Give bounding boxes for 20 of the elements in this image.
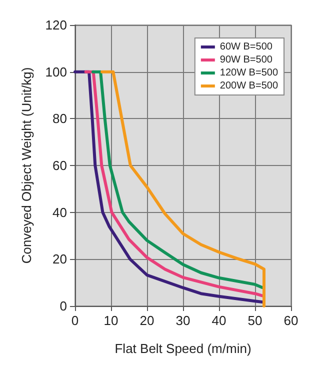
y-tick-label: 80 — [52, 111, 67, 126]
x-tick-label: 30 — [176, 313, 190, 328]
y-axis-title: Conveyed Object Weight (Unit/kg) — [19, 67, 34, 264]
x-tick-label: 20 — [140, 313, 154, 328]
x-tick-label: 0 — [71, 313, 79, 328]
x-tick-label: 50 — [248, 313, 262, 328]
y-tick-label: 60 — [52, 158, 67, 173]
x-axis-title: Flat Belt Speed (m/min) — [114, 341, 252, 356]
x-tick-label: 10 — [104, 313, 118, 328]
y-tick-label: 20 — [52, 252, 67, 267]
x-tick-label: 40 — [212, 313, 226, 328]
y-tick-label: 100 — [45, 64, 67, 80]
legend-label: 60W B=500 — [220, 42, 273, 52]
x-tick-label: 60 — [284, 313, 298, 328]
legend-label: 120W B=500 — [220, 68, 278, 78]
y-tick-label: 0 — [60, 298, 67, 314]
legend-label: 200W B=500 — [220, 80, 278, 92]
legend-label: 90W B=500 — [220, 54, 273, 66]
y-tick-label: 120 — [45, 18, 67, 32]
y-tick-label: 40 — [52, 204, 67, 220]
